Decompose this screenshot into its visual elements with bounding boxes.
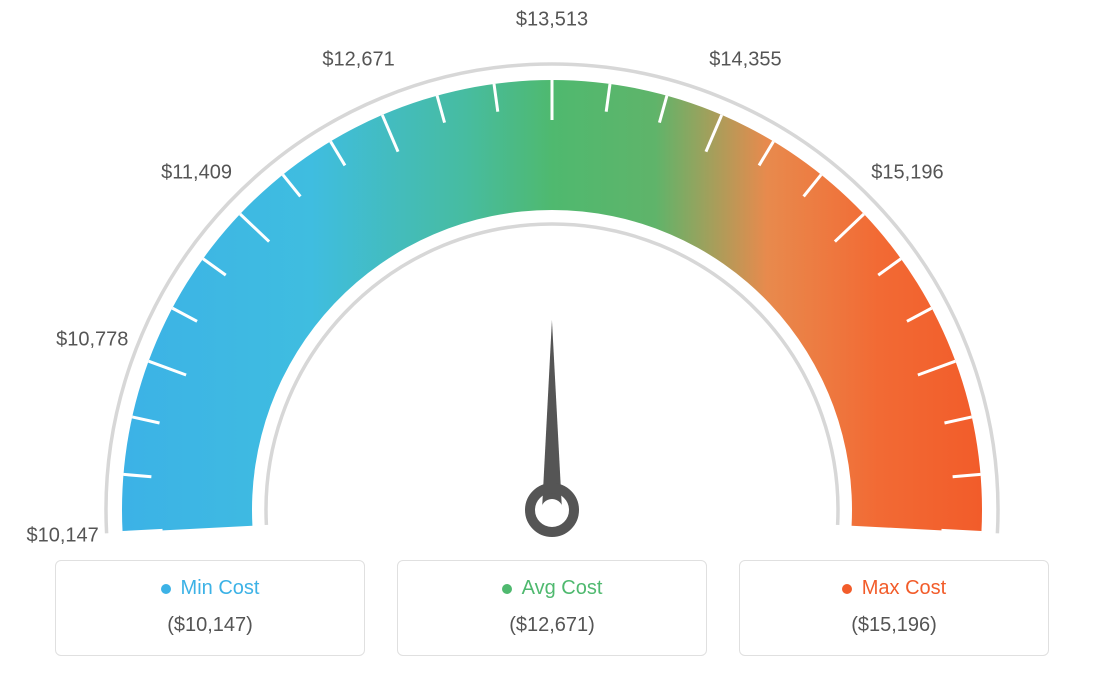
cost-gauge: $10,147$10,778$11,409$12,671$13,513$14,3… [20,20,1084,540]
legend-label: Avg Cost [522,577,603,600]
legend-title-max: Max Cost [842,577,946,600]
dot-icon [161,584,171,594]
legend-title-avg: Avg Cost [502,577,603,600]
legend-title-min: Min Cost [161,577,260,600]
gauge-tick-label: $10,147 [27,524,99,547]
legend-row: Min Cost ($10,147) Avg Cost ($12,671) Ma… [20,560,1084,656]
legend-value-max: ($15,196) [740,614,1048,637]
legend-card-min: Min Cost ($10,147) [55,560,365,656]
gauge-tick-label: $14,355 [709,48,781,71]
gauge-tick-label: $11,409 [161,161,232,184]
gauge-tick-label: $13,513 [516,9,588,32]
dot-icon [842,584,852,594]
legend-value-min: ($10,147) [56,614,364,637]
dot-icon [502,584,512,594]
legend-card-max: Max Cost ($15,196) [739,560,1049,656]
legend-label: Min Cost [181,577,260,600]
gauge-tick-label: $10,778 [56,329,128,352]
gauge-tick-label: $15,196 [871,161,943,184]
legend-card-avg: Avg Cost ($12,671) [397,560,707,656]
legend-label: Max Cost [862,577,946,600]
gauge-svg [20,20,1084,540]
legend-value-avg: ($12,671) [398,614,706,637]
gauge-tick-label: $12,671 [322,48,394,71]
